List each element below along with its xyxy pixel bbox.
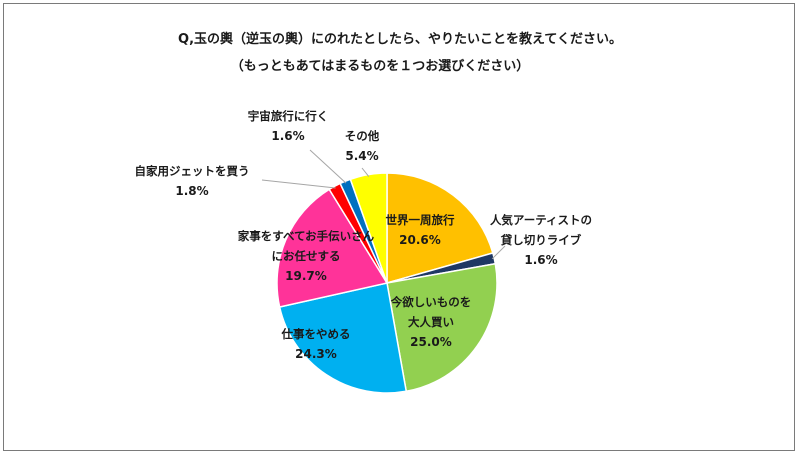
slice-label-5: 自家用ジェットを買う (135, 164, 250, 178)
slice-value-3: 24.3% (295, 347, 337, 361)
pie-slice-3 (278, 282, 408, 394)
chart-subtitle: （もっともあてはまるものを１つお選びください） (230, 59, 530, 74)
slice-label-3: 仕事をやめる (281, 327, 351, 341)
slice-label-6: 宇宙旅行に行く (248, 109, 329, 123)
pie-slice-7 (349, 172, 388, 284)
chart-title: Q,玉の輿（逆玉の輿）にのれたとしたら、やりたいことを教えてください。 (178, 32, 622, 47)
slice-label-0: 世界一周旅行 (386, 213, 455, 227)
pie-slice-0 (386, 172, 494, 284)
slice-label-7: その他 (345, 129, 380, 143)
slice-value-5: 1.8% (175, 184, 208, 198)
leader-line-5 (261, 179, 336, 189)
slice-label-1: 人気アーティストの貸し切りライブ (490, 213, 592, 247)
slice-value-4: 19.7% (285, 269, 327, 283)
slice-value-0: 20.6% (399, 233, 441, 247)
slice-label-4: 家事をすべてお手伝いさんにお任せする (238, 229, 375, 263)
slice-value-2: 25.0% (410, 335, 452, 349)
slice-value-7: 5.4% (345, 149, 378, 163)
leader-line-7 (361, 167, 370, 177)
slice-value-1: 1.6% (524, 253, 557, 267)
slice-value-6: 1.6% (271, 129, 304, 143)
leader-line-1 (491, 245, 506, 260)
slice-label-2: 今欲しいものを大人買い (390, 295, 472, 329)
pie-slice-4 (276, 188, 389, 308)
leader-line-6 (309, 149, 347, 184)
pie-slice-2 (386, 262, 498, 393)
